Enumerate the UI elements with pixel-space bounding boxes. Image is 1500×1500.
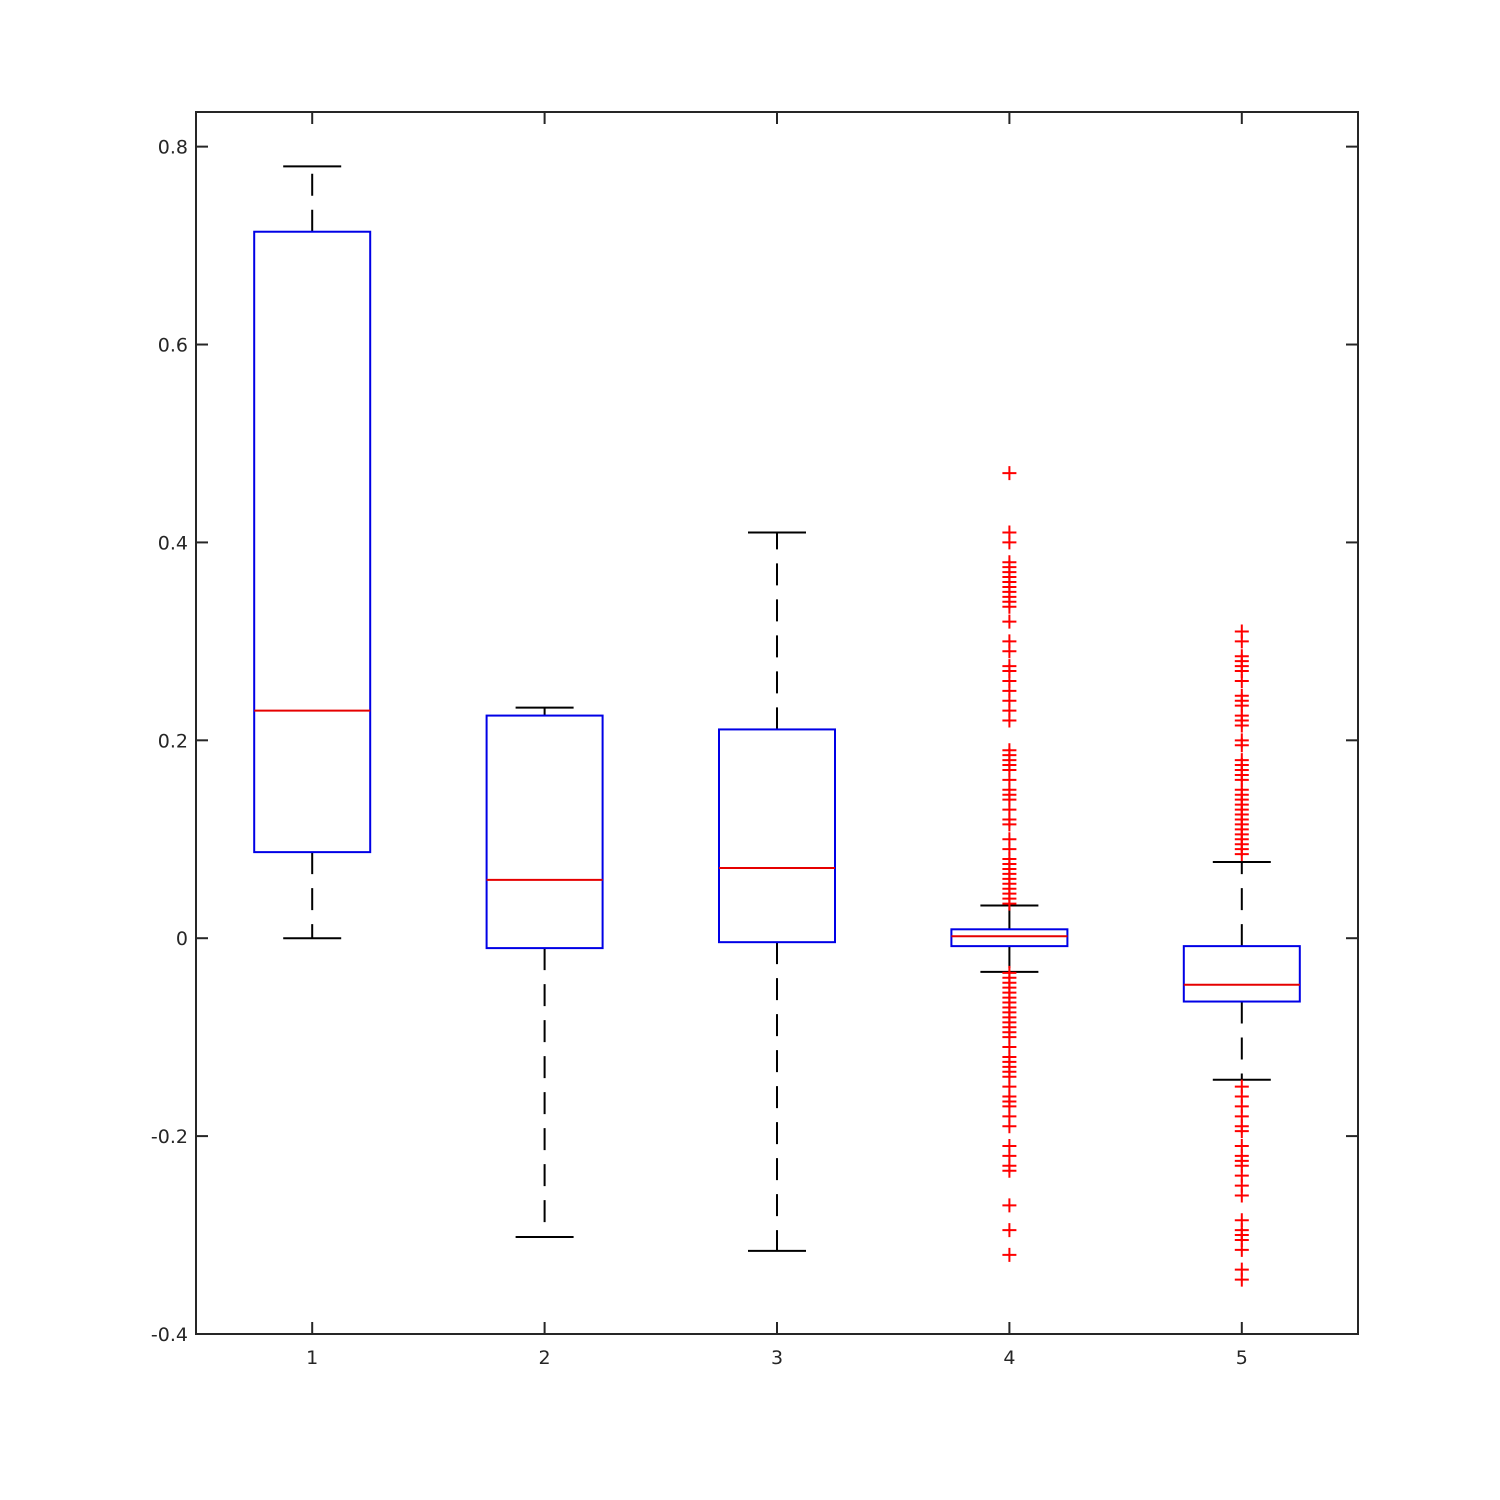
outlier-marker xyxy=(1002,896,1017,911)
box-group-2 xyxy=(485,706,604,1239)
outlier-marker xyxy=(1234,673,1249,688)
y-tick-label: 0.6 xyxy=(158,335,188,357)
outlier-marker xyxy=(1002,1223,1017,1238)
outlier-marker xyxy=(1234,718,1249,733)
y-tick-label: 0.4 xyxy=(158,532,188,554)
outlier-marker xyxy=(1002,644,1017,659)
outlier-marker xyxy=(1002,599,1017,614)
outlier-marker xyxy=(1002,614,1017,629)
outlier-marker xyxy=(1234,847,1249,862)
y-tick-label: -0.2 xyxy=(151,1126,188,1148)
x-tick-label: 1 xyxy=(306,1347,318,1369)
outlier-marker xyxy=(1002,1247,1017,1262)
outlier-marker xyxy=(1002,466,1017,481)
x-tick-label: 4 xyxy=(1003,1347,1015,1369)
box-iqr xyxy=(950,928,1069,948)
box-group-3 xyxy=(718,531,836,1252)
plot-content xyxy=(253,165,1301,1287)
x-tick-label: 3 xyxy=(771,1347,783,1369)
axes-frame xyxy=(195,111,1359,1335)
outlier-marker xyxy=(1234,1124,1249,1139)
outlier-marker xyxy=(1002,1163,1017,1178)
x-tick-label: 5 xyxy=(1236,1347,1248,1369)
outlier-marker xyxy=(1234,634,1249,649)
box-iqr xyxy=(1182,945,1301,1003)
outlier-marker xyxy=(1234,1188,1249,1203)
box-iqr xyxy=(253,230,372,854)
outlier-marker xyxy=(1002,1119,1017,1134)
box-group-5 xyxy=(1182,624,1301,1287)
outlier-marker xyxy=(1002,1198,1017,1213)
outlier-marker xyxy=(1002,817,1017,832)
outlier-marker xyxy=(1002,713,1017,728)
outlier-marker xyxy=(1234,738,1249,753)
y-tick-label: 0 xyxy=(176,928,188,950)
y-tick-label: -0.4 xyxy=(151,1324,188,1346)
x-tick-label: 2 xyxy=(539,1347,551,1369)
axis-ticks: 1 2 3 4 5 -0.4 -0.2 0 0.2 0.4 0.6 0.8 xyxy=(151,112,1358,1369)
y-tick-label: 0.2 xyxy=(158,730,188,752)
outlier-marker xyxy=(1234,1242,1249,1257)
box-iqr xyxy=(485,714,604,950)
box-iqr xyxy=(718,728,836,944)
box-group-4 xyxy=(950,466,1069,1262)
y-tick-label: 0.8 xyxy=(158,137,188,159)
outlier-marker xyxy=(1002,535,1017,550)
box-group-1 xyxy=(253,165,372,940)
outlier-marker xyxy=(1234,1272,1249,1287)
